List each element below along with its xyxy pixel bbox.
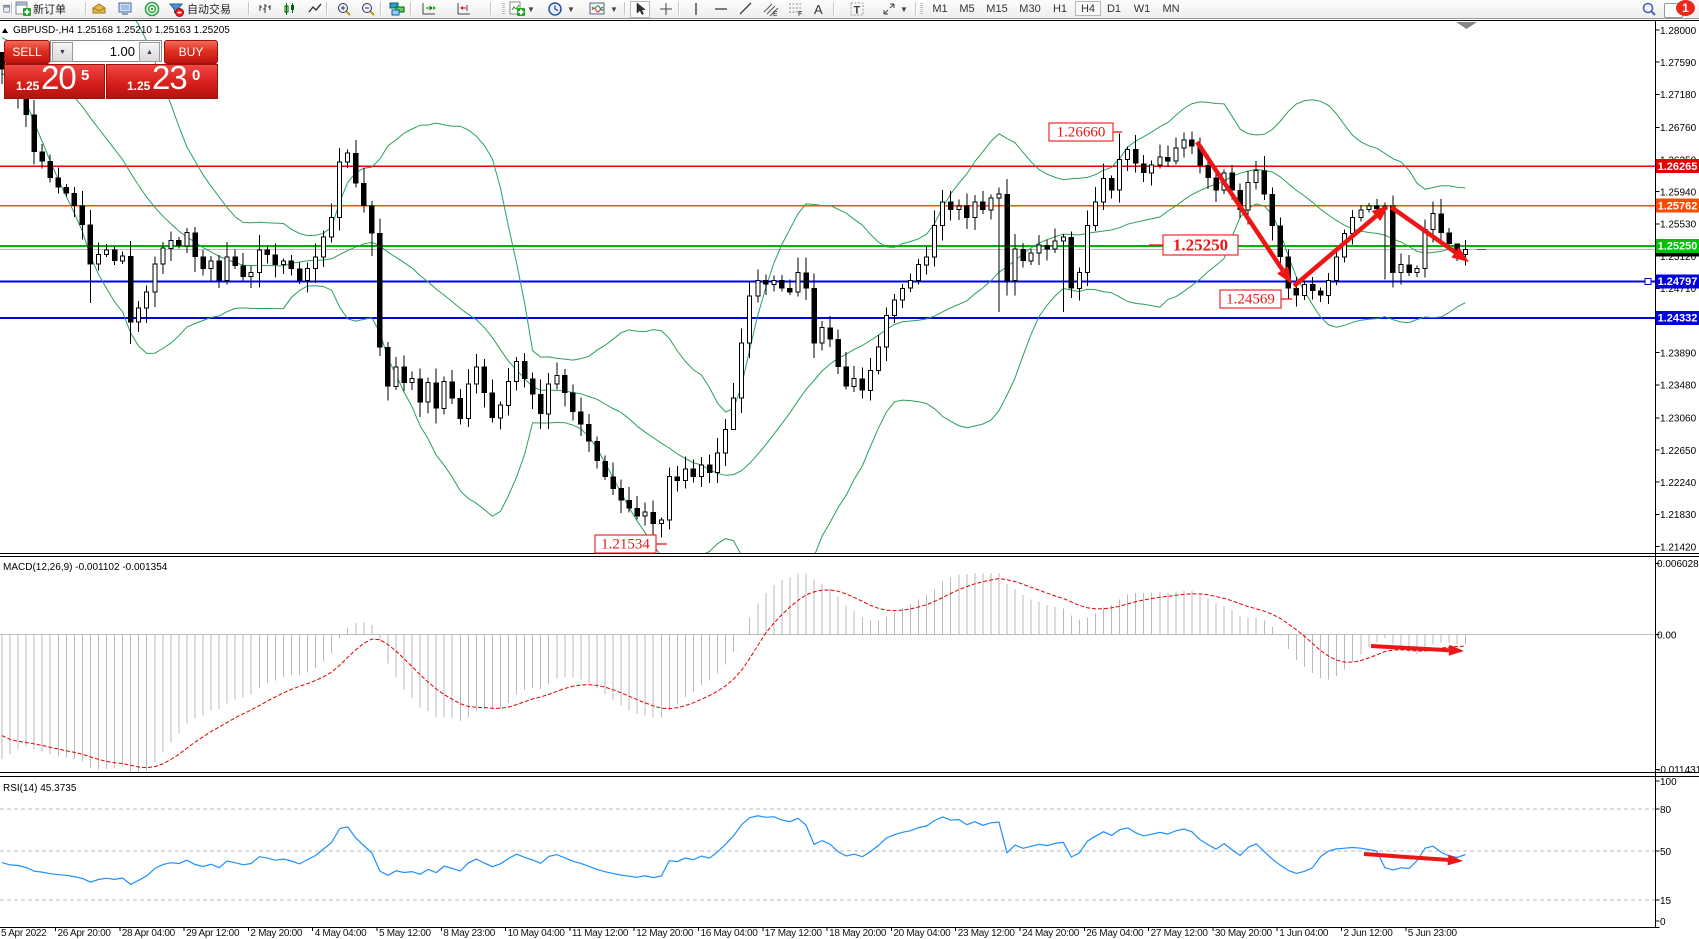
svg-text:MACD(12,26,9) -0.001102 -0.001: MACD(12,26,9) -0.001102 -0.001354 bbox=[3, 562, 168, 573]
svg-text:-0.011431: -0.011431 bbox=[1657, 765, 1699, 776]
svg-text:1.23890: 1.23890 bbox=[1660, 348, 1697, 359]
svg-text:1.23060: 1.23060 bbox=[1660, 414, 1697, 425]
svg-text:10 May 04:00: 10 May 04:00 bbox=[508, 928, 566, 939]
svg-text:29 Apr 12:00: 29 Apr 12:00 bbox=[186, 928, 240, 939]
svg-text:18 May 20:00: 18 May 20:00 bbox=[829, 928, 887, 939]
svg-text:1.24710: 1.24710 bbox=[1660, 284, 1697, 295]
svg-text:17 May 12:00: 17 May 12:00 bbox=[765, 928, 823, 939]
svg-text:1.24332: 1.24332 bbox=[1658, 313, 1698, 325]
svg-text:11 May 12:00: 11 May 12:00 bbox=[572, 928, 629, 939]
svg-text:15: 15 bbox=[1660, 896, 1672, 907]
svg-text:1.26265: 1.26265 bbox=[1658, 161, 1698, 173]
svg-text:F: F bbox=[798, 11, 802, 17]
svg-text:1.21534: 1.21534 bbox=[601, 537, 650, 553]
svg-text:5 Jun 23:00: 5 Jun 23:00 bbox=[1408, 928, 1458, 939]
svg-text:26 Apr 20:00: 26 Apr 20:00 bbox=[58, 928, 112, 939]
svg-text:1.22650: 1.22650 bbox=[1660, 446, 1697, 457]
svg-text:100: 100 bbox=[1660, 777, 1677, 788]
svg-text:8 May 23:00: 8 May 23:00 bbox=[443, 928, 495, 939]
svg-text:T: T bbox=[853, 5, 860, 17]
svg-text:1 Jun 04:00: 1 Jun 04:00 bbox=[1279, 928, 1329, 939]
svg-text:30 May 20:00: 30 May 20:00 bbox=[1215, 928, 1273, 939]
svg-text:0.006028: 0.006028 bbox=[1657, 559, 1699, 570]
svg-text:GBPUSD-,H4 1.25168 1.25210 1.: GBPUSD-,H4 1.25168 1.25210 1.25163 1.252… bbox=[13, 25, 230, 36]
svg-text:5 May 12:00: 5 May 12:00 bbox=[379, 928, 431, 939]
svg-text:1.25120: 1.25120 bbox=[1660, 252, 1697, 263]
svg-text:1.22240: 1.22240 bbox=[1660, 478, 1697, 489]
svg-text:0: 0 bbox=[1660, 917, 1666, 928]
svg-text:16 May 04:00: 16 May 04:00 bbox=[701, 928, 759, 939]
svg-text:20 May 04:00: 20 May 04:00 bbox=[893, 928, 951, 939]
svg-text:RSI(14) 45.3735: RSI(14) 45.3735 bbox=[3, 783, 77, 794]
svg-text:1.21830: 1.21830 bbox=[1660, 510, 1697, 521]
svg-text:A: A bbox=[814, 2, 823, 17]
svg-text:1.27180: 1.27180 bbox=[1660, 90, 1697, 101]
svg-text:1.27590: 1.27590 bbox=[1660, 58, 1697, 69]
svg-text:1.24797: 1.24797 bbox=[1658, 276, 1698, 288]
svg-text:26 May 04:00: 26 May 04:00 bbox=[1086, 928, 1144, 939]
svg-text:12 May 20:00: 12 May 20:00 bbox=[636, 928, 694, 939]
svg-text:24 May 20:00: 24 May 20:00 bbox=[1022, 928, 1080, 939]
svg-text:E: E bbox=[773, 11, 778, 17]
svg-text:1.25250: 1.25250 bbox=[1173, 236, 1228, 255]
svg-text:1.25940: 1.25940 bbox=[1660, 188, 1697, 199]
svg-text:1.28000: 1.28000 bbox=[1660, 26, 1697, 37]
svg-text:1.26760: 1.26760 bbox=[1660, 123, 1697, 134]
svg-text:2 May 20:00: 2 May 20:00 bbox=[250, 928, 302, 939]
svg-text:27 May 12:00: 27 May 12:00 bbox=[1151, 928, 1209, 939]
svg-text:2 Jun 12:00: 2 Jun 12:00 bbox=[1344, 928, 1394, 939]
svg-text:1.25762: 1.25762 bbox=[1658, 201, 1698, 213]
svg-text:1.25530: 1.25530 bbox=[1660, 220, 1697, 231]
svg-text:5 Apr 2022: 5 Apr 2022 bbox=[1, 928, 47, 939]
svg-text:28 Apr 04:00: 28 Apr 04:00 bbox=[122, 928, 176, 939]
svg-text:1.25250: 1.25250 bbox=[1658, 241, 1698, 253]
svg-text:0.00: 0.00 bbox=[1657, 630, 1677, 641]
svg-text:1.26660: 1.26660 bbox=[1057, 125, 1106, 141]
svg-text:1.21420: 1.21420 bbox=[1660, 542, 1697, 553]
svg-text:50: 50 bbox=[1660, 847, 1672, 858]
svg-text:23 May 12:00: 23 May 12:00 bbox=[958, 928, 1016, 939]
svg-text:1.24569: 1.24569 bbox=[1226, 292, 1275, 308]
svg-text:4 May 04:00: 4 May 04:00 bbox=[315, 928, 367, 939]
svg-text:80: 80 bbox=[1660, 805, 1672, 816]
svg-text:1.23480: 1.23480 bbox=[1660, 381, 1697, 392]
